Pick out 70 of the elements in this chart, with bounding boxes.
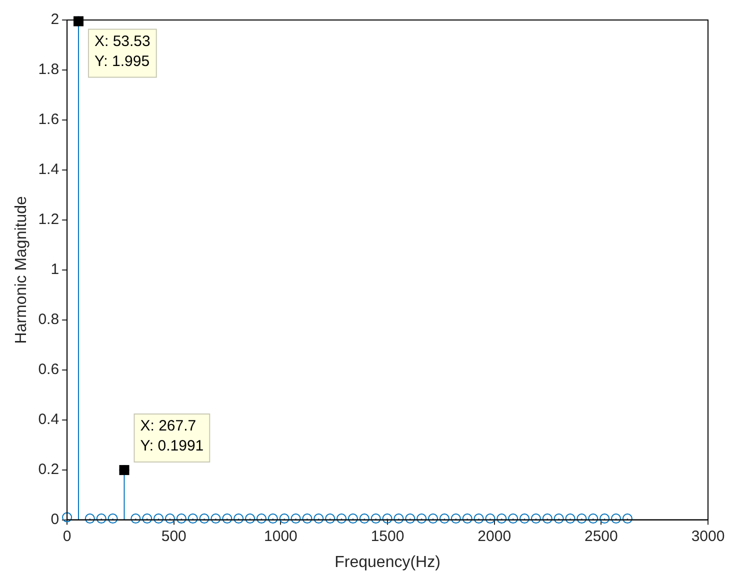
- x-tick-label: 0: [62, 528, 72, 545]
- point: [576, 514, 587, 524]
- point: [611, 514, 622, 524]
- point: [530, 514, 541, 524]
- y-axis-title: Harmonic Magnitude: [13, 196, 30, 344]
- point: [62, 512, 72, 522]
- y-tick-label: 0.6: [38, 361, 60, 378]
- y-tick-label: 0.2: [38, 460, 60, 478]
- point: [130, 514, 141, 524]
- point: [96, 514, 106, 524]
- point: [176, 514, 186, 524]
- x-tick-label: 3000: [691, 528, 725, 545]
- point: [370, 514, 381, 524]
- annotation: X: 267.7 Y: 0.1991: [140, 418, 204, 455]
- y-tick-label: 1.6: [38, 111, 60, 128]
- point: [268, 514, 278, 524]
- point: [588, 514, 598, 524]
- point: [325, 514, 336, 524]
- point: [416, 514, 427, 524]
- point: [542, 514, 552, 524]
- x-tick-label: 2500: [584, 528, 618, 545]
- y-tick-label: 0.4: [38, 410, 60, 428]
- point: [405, 514, 416, 524]
- point: [439, 514, 450, 524]
- point: [279, 514, 290, 524]
- point: [245, 514, 256, 524]
- point: [496, 514, 507, 524]
- point: [520, 514, 530, 524]
- point: [462, 514, 472, 524]
- point: [314, 514, 324, 524]
- point: [84, 514, 95, 524]
- point: [622, 514, 632, 524]
- point: [474, 514, 484, 524]
- point: [600, 514, 610, 524]
- point: [164, 514, 175, 524]
- point: [485, 514, 496, 524]
- point: [142, 514, 152, 524]
- point: [565, 514, 576, 524]
- x-tick-label: 1500: [370, 528, 404, 545]
- y-tick-label: 1.4: [38, 161, 60, 178]
- point: [428, 514, 438, 524]
- x-tick-label: 2000: [478, 528, 512, 545]
- x-tick-label: 1000: [264, 528, 298, 545]
- point: [382, 514, 392, 524]
- x-tick-label: 500: [161, 528, 186, 545]
- y-tick-label: 1: [50, 261, 60, 278]
- point: [348, 514, 358, 524]
- point: [222, 514, 232, 524]
- y-tick-label: 2: [50, 11, 60, 28]
- point: [234, 514, 244, 524]
- y-tick-label: 0: [50, 510, 60, 528]
- point: [210, 514, 221, 524]
- point: [199, 514, 210, 524]
- point: [450, 514, 461, 524]
- point: [336, 514, 347, 524]
- point: [290, 514, 301, 524]
- point: [554, 514, 564, 524]
- point: [154, 514, 164, 524]
- point: [302, 514, 312, 524]
- y-tick-label: 0.8: [38, 311, 60, 328]
- point: [256, 514, 266, 524]
- point: [508, 514, 518, 524]
- point: [394, 514, 404, 524]
- annotation: X: 53.53 Y: 1.995: [94, 32, 150, 70]
- y-tick-label: 1.8: [38, 61, 60, 78]
- x-axis-title: Frequency(Hz): [334, 554, 440, 571]
- point: [188, 514, 198, 524]
- point: [359, 514, 370, 524]
- y-tick-label: 1.2: [38, 211, 60, 228]
- point: [108, 514, 118, 524]
